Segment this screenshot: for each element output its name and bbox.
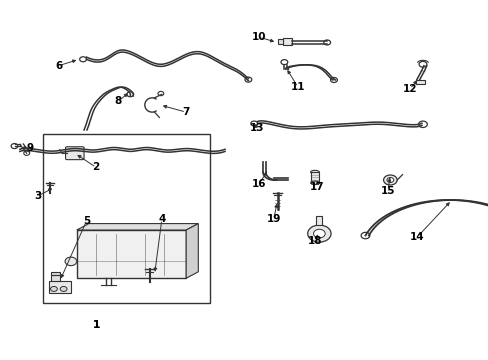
- Circle shape: [307, 225, 330, 242]
- Circle shape: [11, 144, 18, 149]
- Text: 19: 19: [266, 214, 280, 224]
- Bar: [51, 275, 60, 281]
- Bar: [415, 80, 425, 84]
- Circle shape: [50, 287, 57, 292]
- Circle shape: [386, 177, 393, 183]
- Polygon shape: [186, 224, 198, 278]
- Text: 13: 13: [249, 123, 264, 133]
- FancyBboxPatch shape: [65, 147, 84, 159]
- Circle shape: [60, 287, 67, 292]
- Circle shape: [360, 232, 369, 239]
- Circle shape: [383, 175, 396, 185]
- Text: 3: 3: [34, 191, 41, 201]
- Circle shape: [244, 77, 251, 82]
- Bar: [77, 230, 186, 278]
- Bar: [283, 38, 291, 45]
- Bar: [42, 134, 210, 303]
- Circle shape: [65, 257, 77, 266]
- Text: 11: 11: [290, 82, 305, 92]
- Polygon shape: [77, 224, 198, 230]
- Circle shape: [158, 91, 163, 96]
- Text: 7: 7: [182, 107, 189, 117]
- Text: 6: 6: [55, 61, 62, 71]
- Circle shape: [313, 229, 325, 238]
- Circle shape: [330, 77, 337, 82]
- Bar: [51, 272, 60, 275]
- Bar: [49, 281, 71, 293]
- Circle shape: [418, 62, 426, 67]
- Text: 1: 1: [92, 320, 100, 330]
- Text: 4: 4: [158, 214, 165, 224]
- Bar: [277, 39, 283, 44]
- Circle shape: [80, 57, 86, 62]
- Text: 16: 16: [251, 179, 266, 189]
- Circle shape: [281, 60, 287, 64]
- Circle shape: [24, 151, 30, 156]
- Ellipse shape: [310, 170, 319, 174]
- Text: 2: 2: [92, 162, 100, 172]
- Text: 15: 15: [380, 186, 394, 196]
- Circle shape: [323, 40, 330, 45]
- Circle shape: [418, 121, 427, 127]
- Bar: [310, 172, 319, 183]
- Text: 12: 12: [402, 84, 416, 94]
- Text: 5: 5: [82, 216, 90, 226]
- Text: 8: 8: [114, 96, 122, 107]
- Bar: [316, 216, 322, 225]
- Text: 1: 1: [92, 320, 100, 330]
- Text: 18: 18: [307, 236, 322, 246]
- Text: 10: 10: [251, 32, 266, 42]
- Text: 17: 17: [309, 182, 324, 192]
- Text: 9: 9: [27, 143, 34, 153]
- Circle shape: [250, 121, 257, 126]
- Circle shape: [126, 92, 133, 97]
- Ellipse shape: [310, 181, 319, 185]
- Text: 14: 14: [409, 232, 424, 242]
